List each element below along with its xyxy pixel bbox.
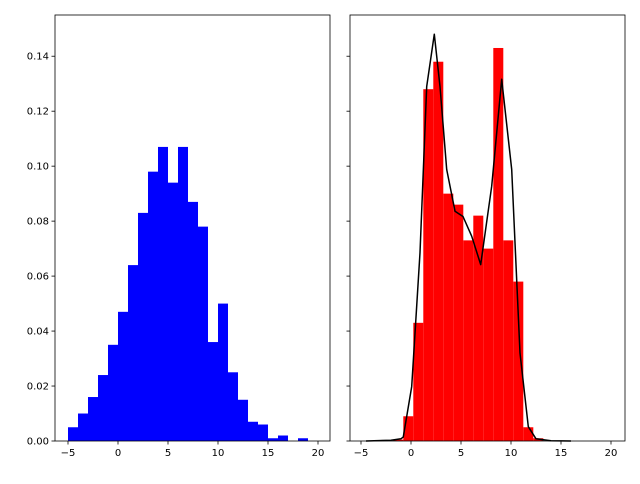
histogram-bar: [238, 399, 248, 441]
histogram-bar: [403, 416, 414, 441]
histogram-bar: [513, 281, 524, 441]
histogram-bar: [168, 182, 178, 441]
x-tick-label: −5: [354, 448, 369, 459]
histogram-bar: [268, 438, 278, 441]
x-tick-label: 20: [312, 448, 325, 459]
histogram-bar: [198, 226, 208, 441]
y-tick-label: 0.00: [27, 437, 49, 448]
x-tick-label: 5: [165, 448, 171, 459]
histogram-bar: [463, 240, 474, 441]
x-tick-label: 10: [212, 448, 225, 459]
histogram-bar: [393, 439, 404, 441]
histogram-bar: [218, 303, 228, 441]
axes-1: −5 0 5 10 15 20 0.00 0.02 0.04 0.06 0.08 0.10 0.12 0.…: [27, 14, 331, 459]
histogram-bar: [473, 215, 484, 441]
y-tick-label: 0.12: [27, 107, 49, 118]
histogram-bar: [523, 427, 534, 441]
histogram-bar: [68, 427, 78, 441]
histogram-bar: [298, 438, 308, 441]
histogram-bar: [443, 193, 454, 441]
y-tick-label: 0.10: [27, 162, 49, 173]
y-tick-label: 0.14: [27, 52, 49, 63]
histogram-bar: [483, 248, 494, 441]
x-tick-label: 20: [605, 448, 618, 459]
histogram-bar: [278, 435, 288, 441]
axes-2: −5 0 5 10 15 20: [346, 14, 626, 459]
histogram-bar: [258, 424, 268, 441]
x-tick-label: 5: [458, 448, 464, 459]
histogram-bar: [118, 311, 128, 441]
histogram-bar: [178, 146, 188, 441]
histogram-bar: [208, 342, 218, 441]
histogram-bar: [453, 204, 464, 441]
x-tick-label: 15: [555, 448, 568, 459]
histogram-bar: [493, 47, 504, 441]
y-tick-label: 0.08: [27, 217, 49, 228]
histogram-bar: [108, 344, 118, 441]
histogram-bar: [78, 413, 88, 441]
histogram-bar: [423, 89, 434, 441]
y-tick-label: 0.04: [27, 327, 49, 338]
x-tick-label: 0: [115, 448, 121, 459]
histogram-bar: [503, 240, 514, 441]
histogram-bar: [158, 146, 168, 441]
y-tick-label: 0.02: [27, 382, 49, 393]
x-tick-label: 10: [505, 448, 518, 459]
histogram-bar: [248, 421, 258, 441]
histogram-bar: [413, 322, 424, 441]
histogram-bar: [188, 201, 198, 441]
histogram-bar: [433, 61, 444, 441]
histogram-bar: [138, 212, 148, 441]
histogram-bar: [128, 265, 138, 441]
histogram-bar: [88, 397, 98, 441]
histogram-bar: [148, 171, 158, 441]
axes-frame: [349, 14, 626, 442]
axes-frame: [54, 14, 331, 442]
x-tick-label: −5: [61, 448, 76, 459]
histogram-bar: [98, 375, 108, 441]
y-tick-label: 0.06: [27, 272, 49, 283]
kde-line: [365, 33, 572, 442]
x-tick-label: 0: [408, 448, 414, 459]
histogram-bar: [228, 372, 238, 441]
x-tick-label: 15: [262, 448, 275, 459]
